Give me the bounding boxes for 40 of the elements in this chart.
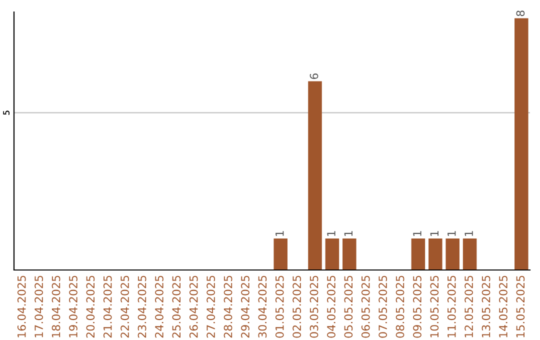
x-tick-label: 30.04.2025 — [258, 276, 267, 338]
x-tick-label: 03.05.2025 — [310, 276, 318, 338]
data-label: 1 — [327, 231, 336, 236]
x-tick-label: 10.05.2025 — [430, 276, 439, 338]
x-tick-label: 27.04.2025 — [206, 276, 216, 338]
data-label: 8 — [516, 10, 525, 16]
x-tick-label: 26.04.2025 — [189, 276, 198, 338]
x-tick-label: 16.04.2025 — [17, 276, 26, 338]
x-tick-label: 23.04.2025 — [138, 276, 146, 338]
x-tick-label: 09.05.2025 — [413, 276, 422, 338]
ref-line-label: 5 — [3, 110, 10, 115]
x-tick-label: 13.05.2025 — [482, 276, 490, 338]
data-label: 1 — [276, 231, 284, 236]
x-tick-label: 12.05.2025 — [464, 276, 474, 338]
data-label: 6 — [310, 73, 318, 80]
x-tick-label: 11.05.2025 — [447, 276, 456, 338]
x-tick-label: 19.04.2025 — [69, 276, 78, 338]
x-tick-label: 14.05.2025 — [499, 276, 508, 338]
x-tick-label: 15.05.2025 — [516, 276, 525, 338]
x-tick-label: 06.05.2025 — [361, 276, 370, 338]
x-tick-label: 22.04.2025 — [120, 276, 130, 338]
x-tick-label: 24.04.2025 — [155, 276, 164, 338]
x-tick-label: 17.04.2025 — [34, 276, 44, 338]
x-tick-label: 29.04.2025 — [241, 276, 250, 338]
x-tick-label: 07.05.2025 — [378, 276, 388, 338]
x-tick-label: 25.04.2025 — [172, 276, 181, 338]
x-tick-label: 04.05.2025 — [327, 276, 336, 338]
data-label: 1 — [413, 231, 422, 236]
x-tick-label: 21.04.2025 — [103, 276, 112, 338]
x-tick-label: 18.04.2025 — [52, 276, 60, 338]
data-label: 1 — [448, 231, 456, 236]
data-label: 1 — [344, 231, 352, 236]
data-label: 1 — [464, 231, 473, 236]
x-tick-label: 28.04.2025 — [224, 276, 232, 338]
x-tick-label: 08.05.2025 — [396, 276, 404, 338]
x-tick-label: 01.05.2025 — [275, 276, 284, 338]
data-label: 1 — [430, 231, 438, 236]
x-tick-label: 02.05.2025 — [292, 276, 302, 338]
x-tick-label: 20.04.2025 — [86, 276, 95, 338]
x-tick-label: 05.05.2025 — [344, 276, 353, 338]
